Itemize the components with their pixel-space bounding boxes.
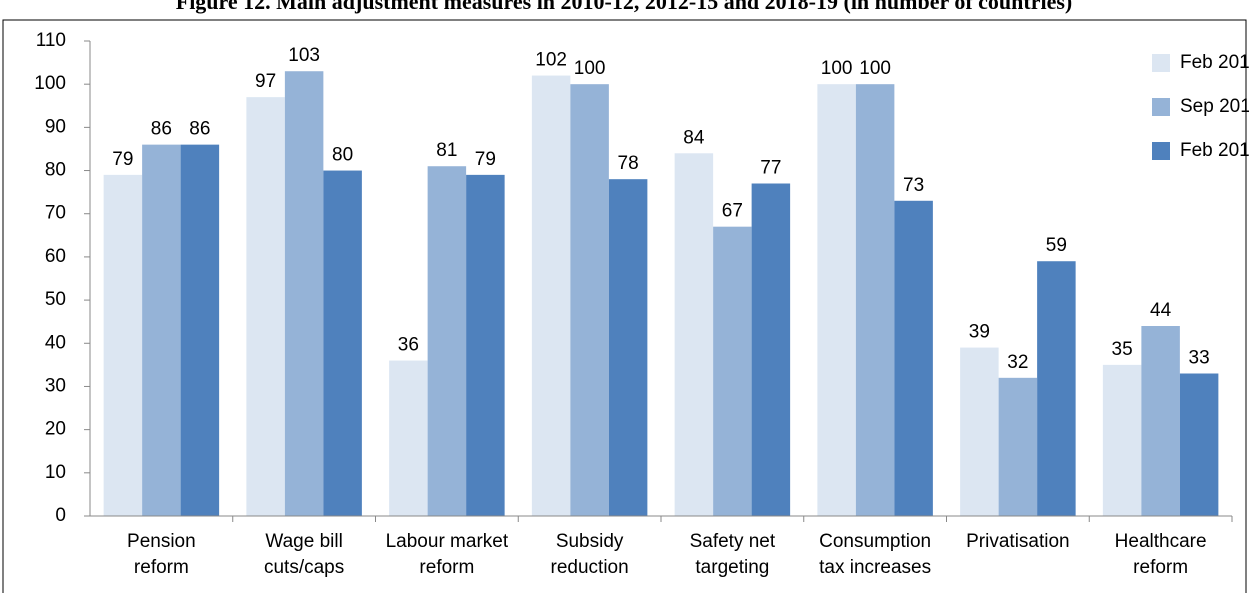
y-tick-label: 20	[45, 419, 66, 440]
value-label: 103	[288, 45, 320, 66]
x-tick-label: Pension	[127, 531, 196, 552]
legend-label: Sep 2012 - Feb 2015	[1180, 96, 1249, 117]
value-label: 102	[535, 50, 567, 71]
bar	[246, 97, 285, 517]
x-tick-label: tax increases	[819, 557, 931, 578]
value-label: 73	[903, 175, 924, 196]
bar	[817, 84, 856, 516]
chart-frame	[2, 19, 1247, 593]
legend-swatch	[1152, 142, 1170, 160]
bar	[142, 144, 181, 517]
bar	[323, 170, 362, 516]
value-label: 86	[151, 119, 172, 140]
x-tick-label: Subsidy	[556, 531, 624, 552]
bar	[1141, 326, 1180, 516]
bar	[466, 174, 505, 516]
bar	[674, 153, 714, 517]
bar	[751, 183, 791, 516]
y-tick-label: 90	[45, 116, 66, 137]
value-label: 35	[1112, 339, 1133, 360]
x-tick-label: targeting	[695, 557, 769, 578]
bar	[103, 174, 143, 516]
value-label: 36	[398, 335, 419, 356]
value-label: 79	[112, 149, 133, 170]
y-tick-label: 80	[45, 160, 66, 181]
bar	[960, 347, 999, 516]
x-tick-label: reform	[134, 557, 189, 578]
bar	[1102, 364, 1142, 516]
chart-title: Figure 12. Main adjustment measures in 2…	[176, 0, 1073, 14]
x-tick-label: Labour market	[386, 531, 509, 552]
value-label: 86	[189, 119, 210, 140]
bar	[180, 144, 220, 517]
x-tick-label: Safety net	[690, 531, 776, 552]
bar	[389, 360, 428, 516]
value-label: 77	[760, 158, 781, 179]
bar	[570, 84, 609, 516]
bar	[531, 75, 571, 516]
value-label: 100	[574, 58, 606, 79]
y-tick-label: 60	[45, 246, 66, 267]
bar	[998, 377, 1038, 516]
value-label: 67	[722, 201, 743, 222]
bar	[855, 84, 895, 516]
bar	[608, 179, 648, 516]
x-tick-label: Wage bill	[265, 531, 342, 552]
value-label: 97	[255, 71, 276, 92]
x-tick-label: reform	[1133, 557, 1188, 578]
y-tick-label: 110	[36, 30, 66, 51]
y-tick-label: 100	[34, 73, 66, 94]
value-label: 32	[1007, 352, 1028, 373]
legend-swatch	[1152, 54, 1170, 72]
y-tick-label: 0	[55, 505, 66, 526]
value-label: 79	[475, 149, 496, 170]
bar	[427, 166, 467, 516]
bar	[1037, 261, 1076, 516]
value-label: 39	[969, 322, 990, 343]
legend-label: Feb 2018 - Aug 2019	[1180, 140, 1249, 161]
value-label: 78	[618, 153, 639, 174]
y-tick-label: 30	[45, 375, 66, 396]
bar	[1179, 373, 1219, 516]
x-tick-label: Consumption	[819, 531, 931, 552]
value-label: 84	[683, 127, 705, 148]
x-tick-label: reduction	[551, 557, 629, 578]
x-tick-label: Privatisation	[966, 531, 1070, 552]
y-tick-label: 40	[45, 332, 66, 353]
value-label: 44	[1150, 300, 1172, 321]
bar	[284, 71, 324, 517]
value-label: 100	[859, 58, 891, 79]
value-label: 33	[1189, 348, 1210, 369]
y-tick-label: 10	[45, 462, 66, 483]
bar	[713, 226, 752, 516]
x-tick-label: reform	[419, 557, 474, 578]
y-tick-label: 70	[45, 203, 66, 224]
x-tick-label: Healthcare	[1115, 531, 1207, 552]
legend-swatch	[1152, 98, 1170, 116]
bar	[894, 200, 933, 517]
value-label: 81	[436, 140, 457, 161]
value-label: 100	[821, 58, 853, 79]
y-tick-label: 50	[45, 289, 66, 310]
x-tick-label: cuts/caps	[264, 557, 344, 578]
value-label: 59	[1046, 235, 1067, 256]
legend-label: Feb 2010 - Aug 2012	[1180, 52, 1249, 73]
value-label: 80	[332, 145, 353, 166]
